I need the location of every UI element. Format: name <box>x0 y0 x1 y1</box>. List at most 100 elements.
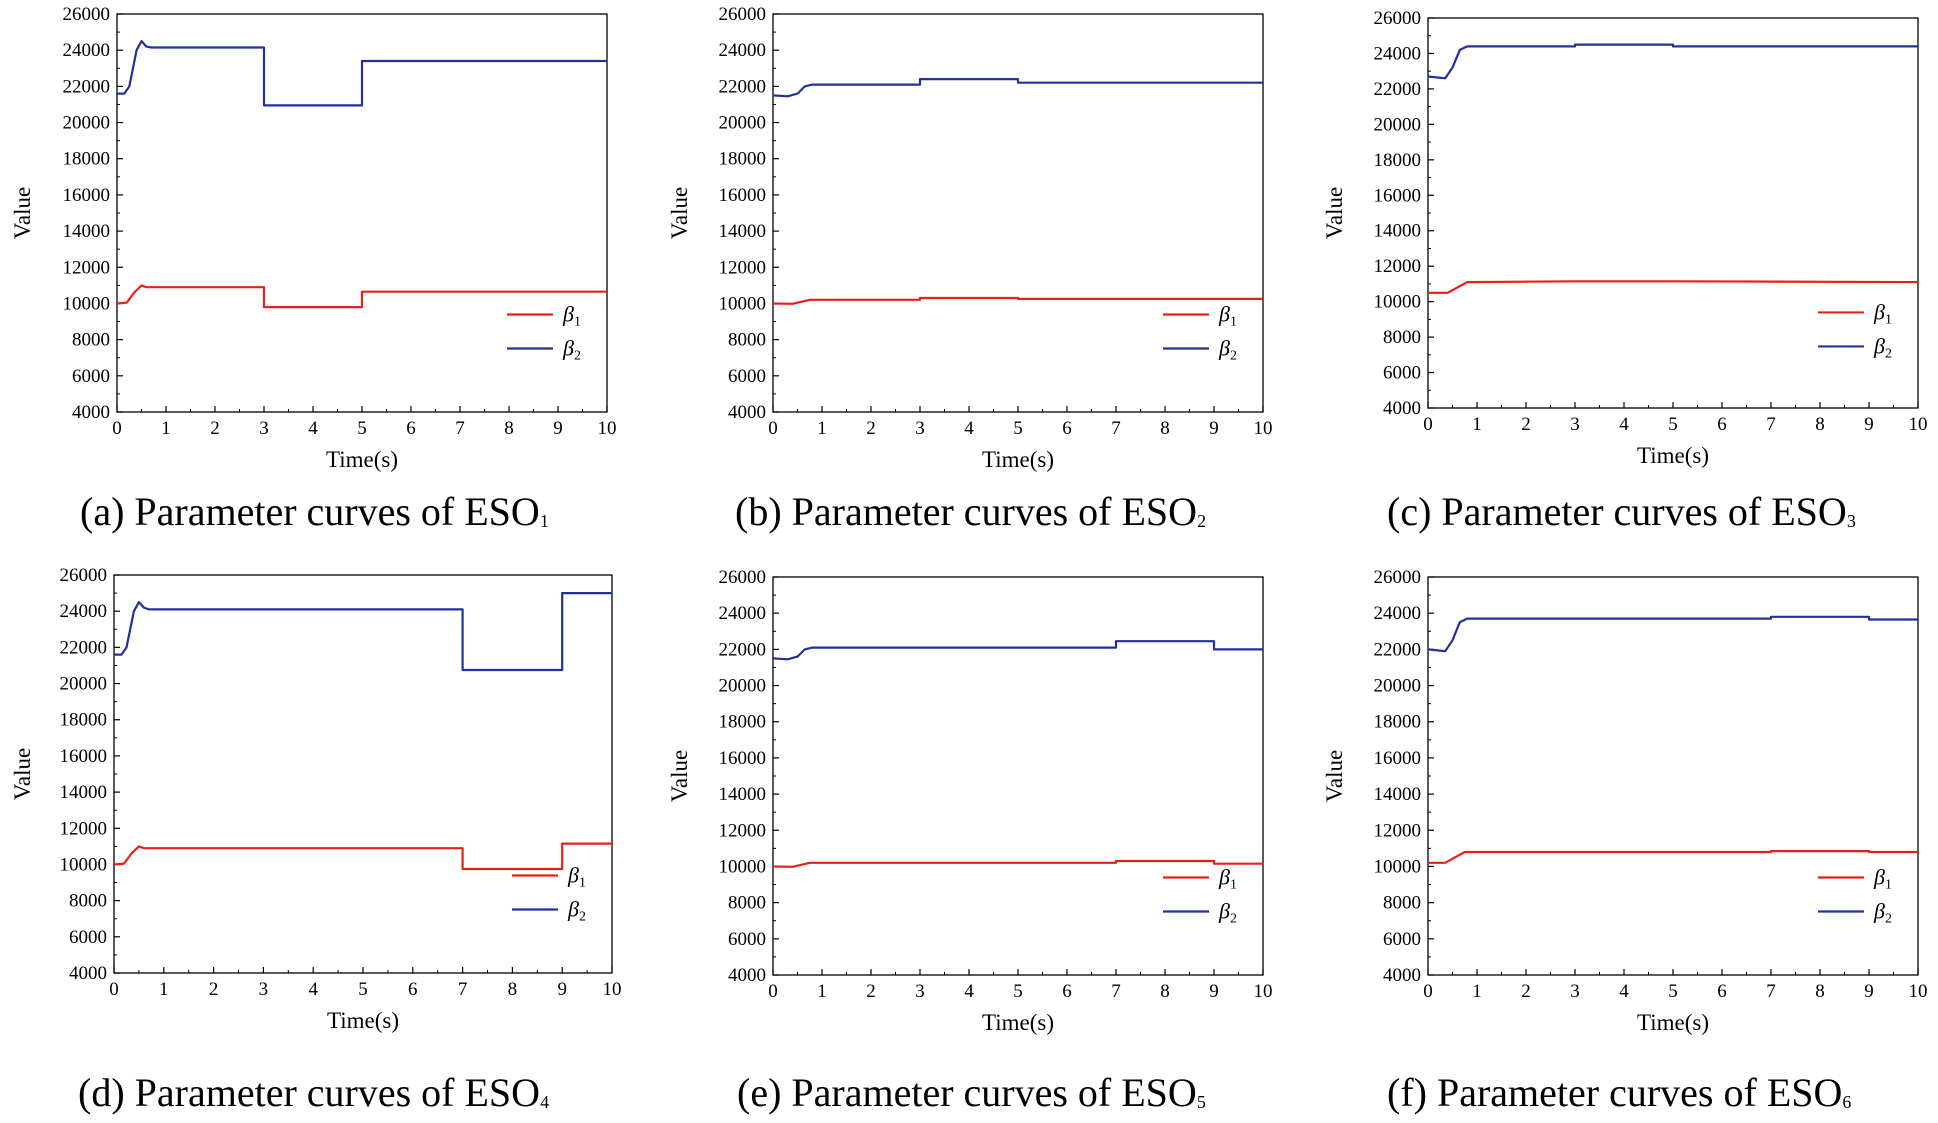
x-tick-label: 1 <box>159 979 169 1000</box>
chart-panel: 0 1 2 3 4 5 6 7 8 9 10 4000 6000 8000 10000 12000 14000 1… <box>1312 0 1938 540</box>
x-tick-label: 0 <box>109 979 119 1000</box>
y-tick-label: 26000 <box>1374 8 1422 29</box>
chart-svg: 0 1 2 3 4 5 6 7 8 9 10 4000 6000 8000 10000 12000 14000 1… <box>1322 8 1928 468</box>
x-tick-label: 7 <box>1766 414 1776 435</box>
y-tick-label: 8000 <box>1383 893 1421 914</box>
y-tick-label: 20000 <box>1374 676 1422 697</box>
x-tick-label: 3 <box>1570 981 1580 1002</box>
x-tick-label: 3 <box>915 981 925 1002</box>
legend-label: β1 <box>1218 864 1237 892</box>
y-tick-label: 16000 <box>719 748 767 769</box>
x-tick-label: 5 <box>1013 981 1023 1002</box>
x-tick-label: 2 <box>210 418 220 439</box>
legend-subscript: 2 <box>574 348 581 363</box>
legend-label: β2 <box>1218 335 1237 363</box>
y-tick-label: 24000 <box>719 40 767 61</box>
x-tick-label: 3 <box>259 418 269 439</box>
y-tick-label: 20000 <box>719 676 767 697</box>
x-axis-title: Time(s) <box>1637 443 1709 468</box>
y-tick-label: 12000 <box>719 257 767 278</box>
y-tick-label: 8000 <box>728 893 766 914</box>
x-tick-label: 6 <box>408 979 418 1000</box>
x-tick-label: 0 <box>768 981 778 1002</box>
x-tick-label: 5 <box>358 979 368 1000</box>
y-tick-label: 16000 <box>60 746 108 767</box>
y-axis-title: Value <box>667 187 692 239</box>
x-tick-label: 5 <box>1668 414 1678 435</box>
y-tick-label: 10000 <box>63 293 111 314</box>
x-tick-label: 1 <box>161 418 171 439</box>
x-tick-label: 2 <box>209 979 219 1000</box>
y-tick-label: 16000 <box>63 185 111 206</box>
plot-frame <box>772 576 1264 976</box>
legend-subscript: 2 <box>1885 911 1892 926</box>
y-tick-label: 10000 <box>1374 292 1422 313</box>
chart-svg: 0 1 2 3 4 5 6 7 8 9 10 4000 6000 8000 10000 12000 14000 1… <box>1322 567 1928 1035</box>
legend-subscript: 1 <box>1885 877 1892 892</box>
plot-frame <box>772 13 1264 413</box>
y-tick-label: 18000 <box>63 149 111 170</box>
x-tick-label: 7 <box>455 418 465 439</box>
legend-label: β1 <box>1873 864 1892 892</box>
y-tick-label: 18000 <box>1374 150 1422 171</box>
x-tick-label: 10 <box>598 418 617 439</box>
x-tick-label: 1 <box>1472 981 1482 1002</box>
y-tick-label: 14000 <box>719 221 767 242</box>
y-axis-title: Value <box>667 750 692 802</box>
y-tick-label: 24000 <box>1374 603 1422 624</box>
x-tick-label: 5 <box>1668 981 1678 1002</box>
y-tick-label: 26000 <box>1374 567 1422 588</box>
y-tick-label: 22000 <box>63 76 111 97</box>
x-tick-label: 7 <box>1111 981 1121 1002</box>
x-axis-title: Time(s) <box>1637 1010 1709 1035</box>
series-line-beta2 <box>772 77 1263 98</box>
y-tick-label: 18000 <box>1374 712 1422 733</box>
y-tick-label: 4000 <box>72 402 110 423</box>
series-line-beta1 <box>116 284 607 309</box>
y-tick-label: 20000 <box>63 113 111 134</box>
chart-caption: (b) Parameter curves of ESO2 <box>735 489 1207 534</box>
x-tick-label: 8 <box>1815 414 1825 435</box>
legend-label: β2 <box>1873 898 1892 926</box>
x-tick-label: 3 <box>1570 414 1580 435</box>
legend-subscript: 2 <box>1230 911 1237 926</box>
x-tick-label: 2 <box>1521 981 1531 1002</box>
x-tick-label: 8 <box>504 418 514 439</box>
y-tick-label: 12000 <box>1374 820 1422 841</box>
x-tick-label: 6 <box>1717 981 1727 1002</box>
y-tick-label: 24000 <box>63 40 111 61</box>
chart-caption: (f) Parameter curves of ESO6 <box>1387 1070 1852 1115</box>
y-tick-label: 22000 <box>1374 639 1422 660</box>
x-tick-label: 0 <box>1423 981 1433 1002</box>
y-tick-label: 14000 <box>60 782 108 803</box>
legend-label: β1 <box>1873 299 1892 327</box>
x-tick-label: 10 <box>1909 414 1928 435</box>
x-tick-label: 4 <box>1619 414 1629 435</box>
x-tick-label: 8 <box>1815 981 1825 1002</box>
x-tick-label: 4 <box>1619 981 1629 1002</box>
series-line-beta1 <box>1428 280 1919 294</box>
y-tick-label: 10000 <box>719 856 767 877</box>
y-tick-label: 4000 <box>1383 965 1421 986</box>
y-tick-label: 12000 <box>60 818 108 839</box>
series-line-beta2 <box>117 39 607 107</box>
y-tick-label: 16000 <box>719 185 767 206</box>
plot-frame <box>1427 576 1919 976</box>
y-tick-label: 4000 <box>69 963 107 984</box>
plot-frame <box>113 574 613 974</box>
y-tick-label: 8000 <box>1383 327 1421 348</box>
x-axis-title: Time(s) <box>326 447 398 472</box>
y-tick-label: 6000 <box>1383 363 1421 384</box>
plot-frame <box>1427 17 1919 409</box>
y-tick-label: 26000 <box>60 565 108 586</box>
chart-caption: (d) Parameter curves of ESO4 <box>78 1070 550 1115</box>
x-tick-label: 1 <box>817 418 827 439</box>
series-line-beta2 <box>114 592 612 672</box>
y-tick-label: 12000 <box>63 257 111 278</box>
y-tick-label: 22000 <box>60 637 108 658</box>
y-tick-label: 14000 <box>719 784 767 805</box>
chart-svg: 0 1 2 3 4 5 6 7 8 9 10 4000 6000 8000 10000 12000 14000 1… <box>667 567 1273 1035</box>
series-line-beta1 <box>113 842 612 871</box>
y-tick-label: 22000 <box>719 76 767 97</box>
x-tick-label: 6 <box>1062 418 1072 439</box>
